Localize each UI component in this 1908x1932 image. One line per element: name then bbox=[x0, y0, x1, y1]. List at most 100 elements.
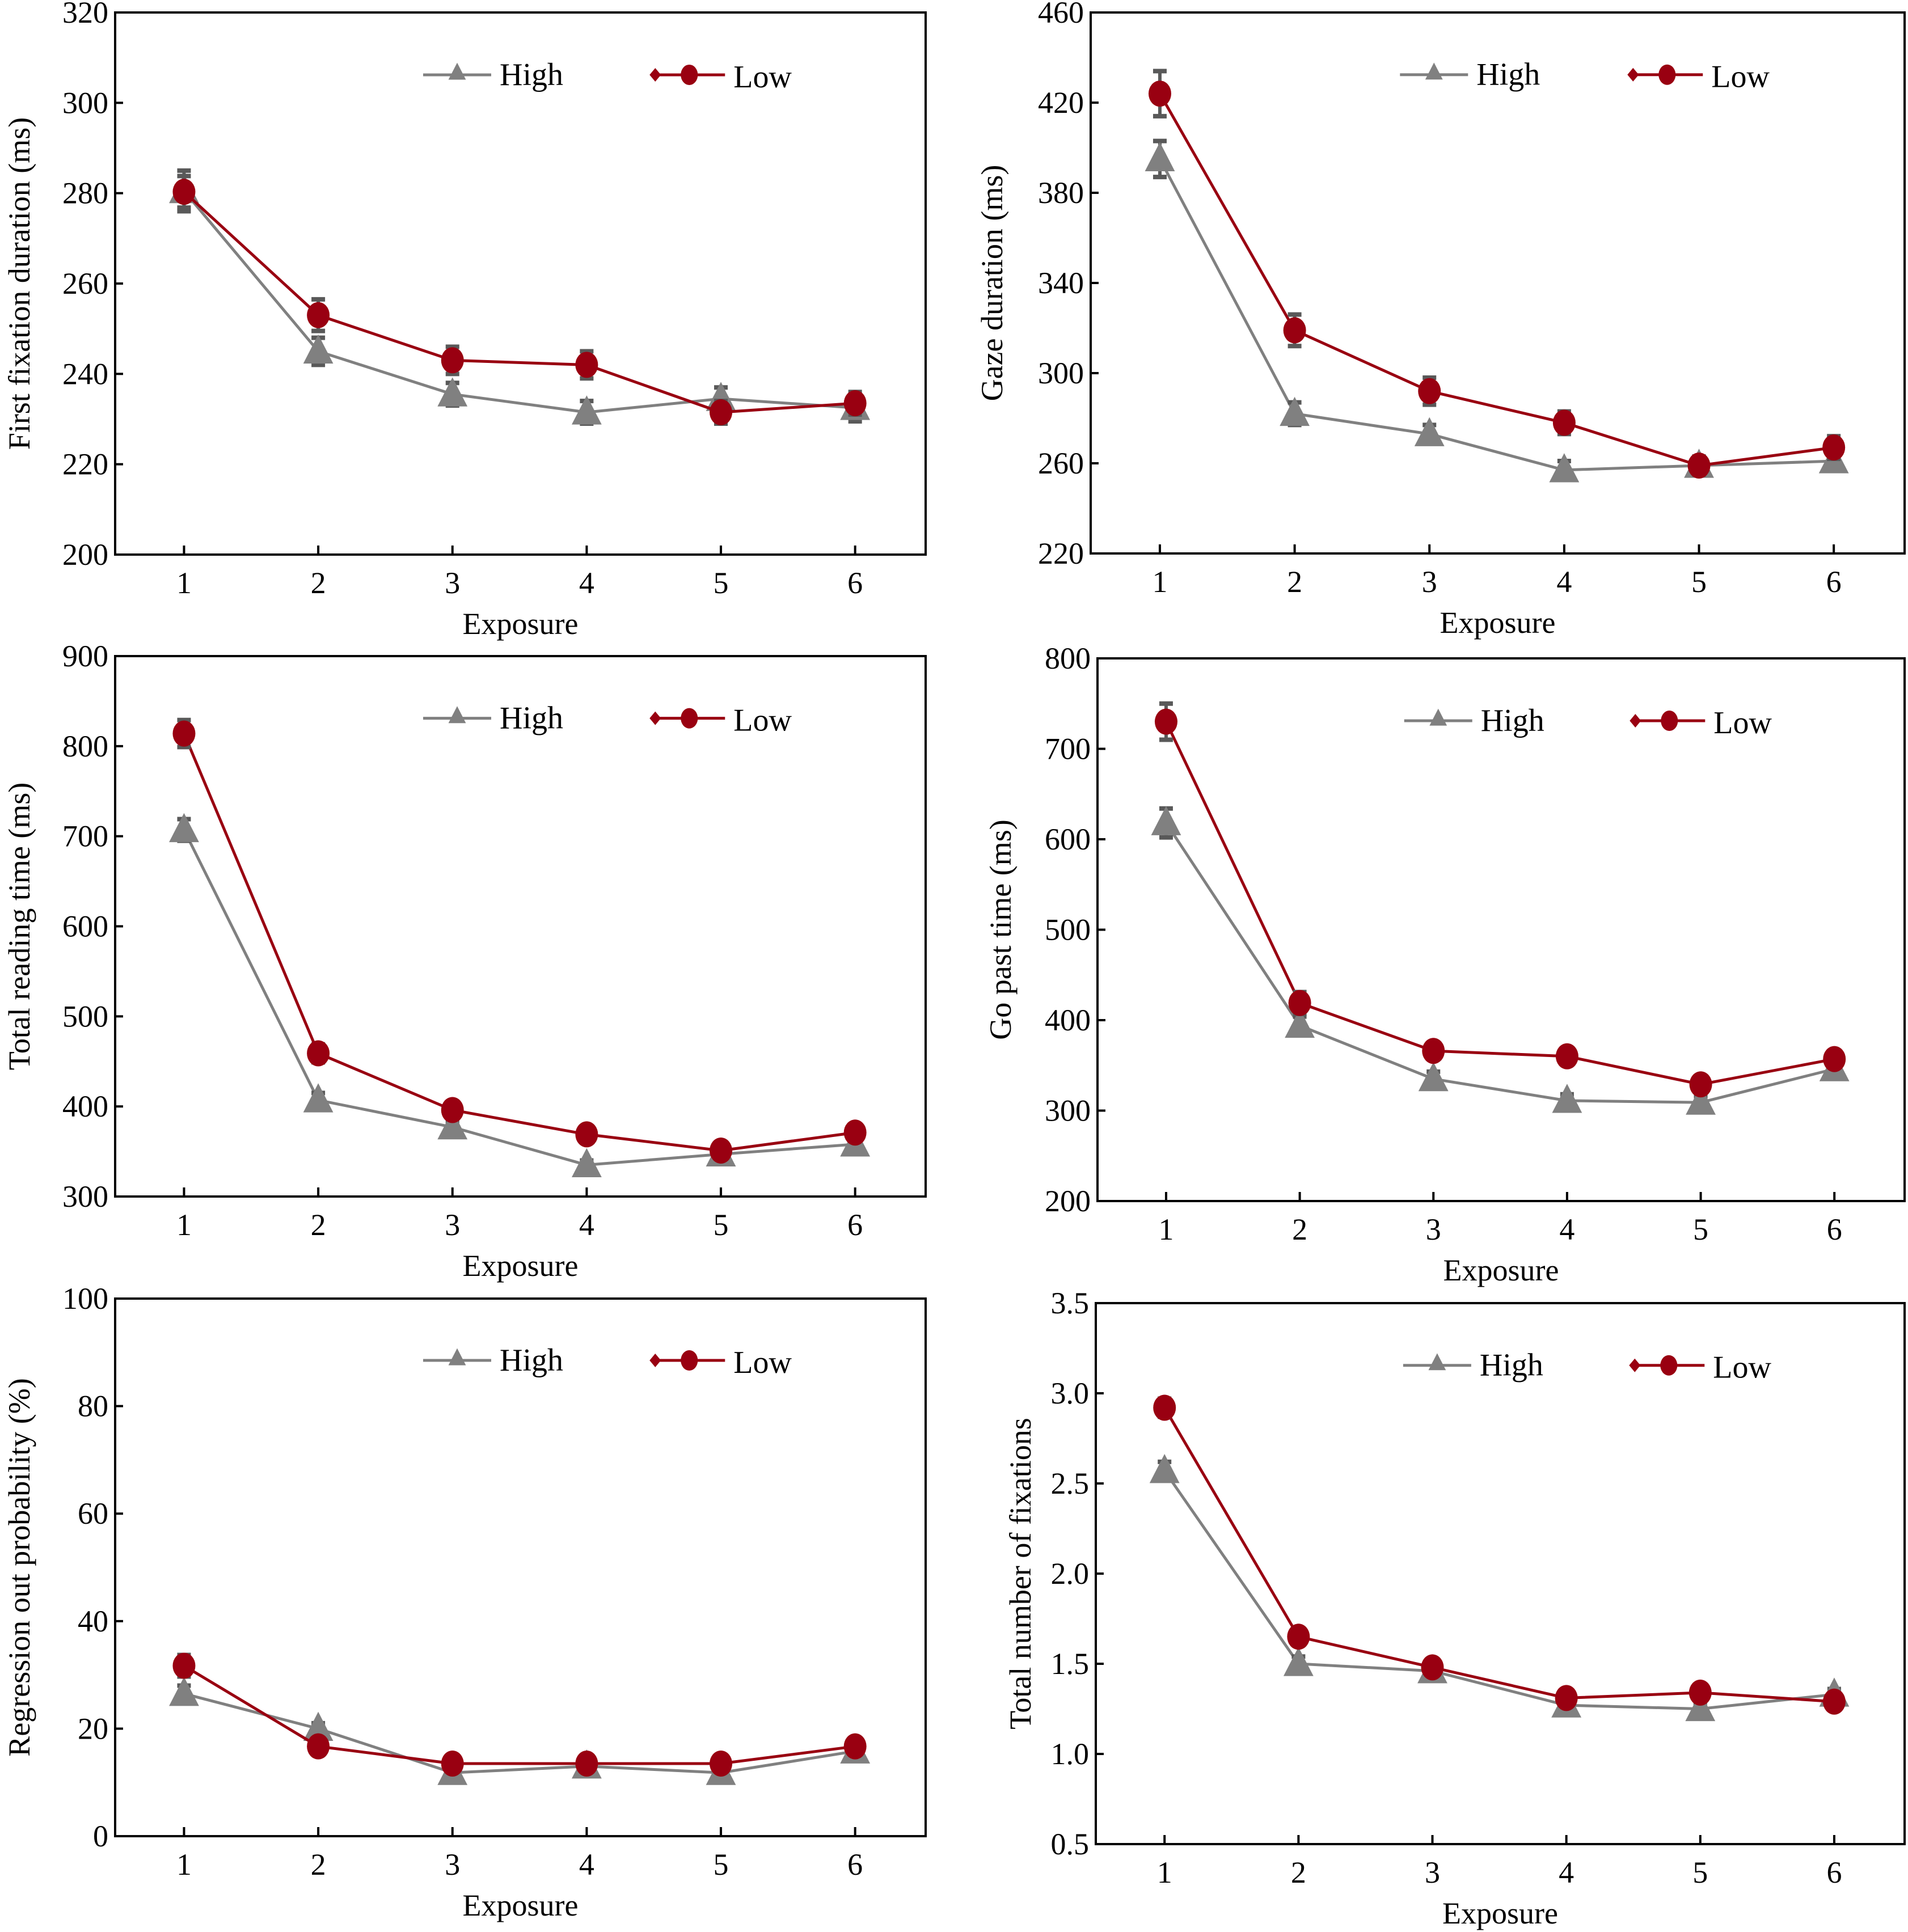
legend-triangle-icon bbox=[448, 706, 466, 724]
legend-label-low: Low bbox=[733, 703, 792, 738]
data-point-high bbox=[437, 377, 468, 407]
data-point-low bbox=[1422, 1038, 1445, 1064]
x-tick-label: 6 bbox=[847, 1848, 863, 1882]
y-tick-label: 600 bbox=[62, 910, 108, 944]
y-tick-label: 300 bbox=[1038, 356, 1084, 390]
y-tick-label: 400 bbox=[1045, 1003, 1091, 1037]
y-tick-label: 900 bbox=[62, 639, 108, 673]
x-tick-label: 4 bbox=[1559, 1212, 1574, 1246]
series-high bbox=[169, 813, 871, 1178]
x-axis-label: Exposure bbox=[1442, 1896, 1558, 1930]
data-point-low bbox=[307, 1733, 330, 1760]
legend-circle-icon bbox=[681, 708, 698, 729]
data-point-high bbox=[571, 1148, 602, 1178]
data-point-low bbox=[843, 1119, 867, 1146]
data-point-high bbox=[1280, 396, 1310, 426]
y-tick-label: 80 bbox=[78, 1389, 108, 1423]
y-tick-label: 800 bbox=[62, 729, 108, 763]
x-tick-label: 3 bbox=[1426, 1212, 1441, 1246]
legend-circle-icon bbox=[681, 1350, 698, 1371]
y-tick-label: 1.5 bbox=[1051, 1647, 1090, 1681]
series-line-high bbox=[183, 190, 855, 414]
data-point-low bbox=[1148, 81, 1171, 107]
x-tick-label: 5 bbox=[714, 566, 729, 600]
x-tick-label: 4 bbox=[579, 1208, 594, 1242]
legend-label-low: Low bbox=[1711, 60, 1770, 95]
data-point-low bbox=[1822, 434, 1846, 461]
y-tick-label: 400 bbox=[62, 1089, 108, 1123]
y-tick-label: 260 bbox=[62, 267, 108, 301]
y-tick-label: 40 bbox=[78, 1604, 108, 1638]
plot-frame bbox=[114, 1297, 927, 1837]
data-point-low bbox=[575, 1751, 598, 1777]
legend-circle-icon bbox=[1660, 1355, 1678, 1376]
x-tick-label: 1 bbox=[176, 566, 192, 600]
series-low bbox=[172, 174, 867, 426]
y-tick-label: 300 bbox=[62, 1180, 108, 1214]
data-point-high bbox=[303, 1083, 334, 1113]
data-point-low bbox=[1555, 1685, 1578, 1711]
data-point-high bbox=[1149, 1453, 1180, 1483]
x-tick-label: 6 bbox=[1826, 1855, 1842, 1889]
x-tick-label: 3 bbox=[445, 1208, 460, 1242]
y-tick-label: 700 bbox=[62, 819, 108, 853]
data-point-low bbox=[710, 1137, 733, 1164]
x-axis-label: Exposure bbox=[1443, 1253, 1559, 1287]
y-tick-label: 240 bbox=[62, 357, 108, 391]
data-point-high bbox=[169, 1677, 199, 1706]
series-line-high bbox=[183, 829, 855, 1166]
y-tick-label: 3.0 bbox=[1051, 1376, 1090, 1410]
data-point-low bbox=[172, 1652, 196, 1679]
data-point-low bbox=[575, 1121, 598, 1148]
data-point-low bbox=[1283, 317, 1306, 344]
y-axis-label: Gaze duration (ms) bbox=[975, 165, 1009, 401]
chart-panel-total-reading-time: 300 400 500 600 700 800 900 1 2 3 4 5 6 Exposure Total… bbox=[2, 639, 927, 1283]
legend-triangle-icon bbox=[1429, 708, 1447, 726]
y-tick-label: 200 bbox=[1045, 1184, 1091, 1218]
y-tick-label: 220 bbox=[1038, 536, 1084, 570]
data-point-low bbox=[1287, 1624, 1310, 1650]
data-point-high bbox=[303, 1711, 334, 1741]
series-low bbox=[1154, 701, 1846, 1098]
plot-frame bbox=[1096, 657, 1906, 1202]
y-axis-label: Regression out probability (%) bbox=[2, 1378, 36, 1756]
legend-diamond-icon bbox=[1630, 714, 1641, 728]
data-point-high bbox=[1685, 1692, 1716, 1722]
y-tick-label: 3.5 bbox=[1051, 1286, 1090, 1320]
legend-triangle-icon bbox=[1425, 62, 1443, 80]
data-point-low bbox=[172, 179, 196, 205]
y-tick-label: 500 bbox=[1045, 913, 1091, 947]
legend-circle-icon bbox=[1658, 64, 1676, 85]
series-high bbox=[169, 1677, 871, 1785]
series-low bbox=[172, 1652, 867, 1777]
y-tick-label: 2.5 bbox=[1051, 1466, 1090, 1500]
data-point-low bbox=[843, 390, 867, 417]
legend-label-high: High bbox=[500, 701, 563, 736]
y-tick-label: 300 bbox=[62, 86, 108, 120]
series-line-low bbox=[183, 733, 856, 1152]
y-tick-label: 1.0 bbox=[1051, 1737, 1090, 1771]
data-point-low bbox=[1418, 378, 1441, 404]
x-tick-label: 1 bbox=[176, 1208, 192, 1242]
y-tick-label: 20 bbox=[78, 1711, 108, 1745]
data-point-high bbox=[1686, 1085, 1716, 1115]
x-tick-label: 5 bbox=[714, 1208, 729, 1242]
x-tick-label: 2 bbox=[311, 1208, 326, 1242]
legend: High Low bbox=[423, 1343, 792, 1380]
x-axis-label: Exposure bbox=[1440, 606, 1556, 640]
x-tick-label: 1 bbox=[1157, 1855, 1172, 1889]
data-point-low bbox=[1689, 1071, 1712, 1098]
x-tick-label: 4 bbox=[579, 566, 594, 600]
x-tick-label: 6 bbox=[1826, 565, 1842, 599]
plot-frame bbox=[114, 655, 927, 1198]
legend: High Low bbox=[423, 57, 792, 95]
series-line-low bbox=[1158, 92, 1834, 467]
legend-diamond-icon bbox=[649, 1354, 661, 1368]
x-tick-label: 4 bbox=[579, 1848, 594, 1882]
x-tick-label: 3 bbox=[445, 1848, 460, 1882]
x-axis-label: Exposure bbox=[463, 1249, 579, 1283]
data-point-low bbox=[172, 720, 196, 747]
legend: High Low bbox=[423, 701, 792, 738]
series-line-high bbox=[1158, 158, 1834, 472]
series-line-high bbox=[183, 1692, 856, 1774]
